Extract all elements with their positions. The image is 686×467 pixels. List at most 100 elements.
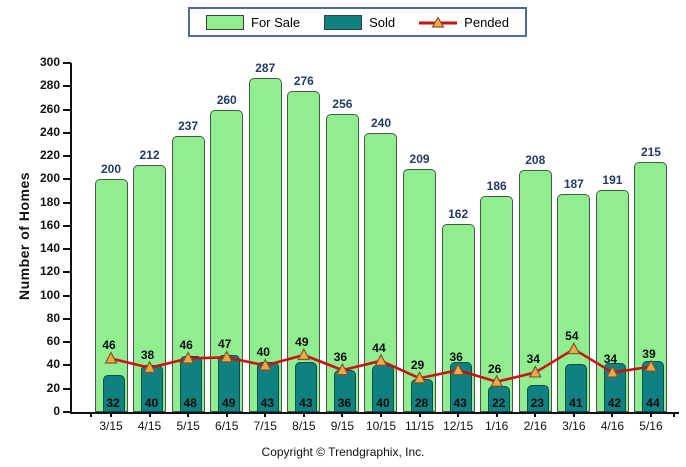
plot-area: 0 20 40 60 80 100 120 140 160 180 200 220 240 260 280 3… (40, 55, 679, 433)
pended-value-label: 38 (140, 347, 155, 362)
y-tick-label: 160 (39, 217, 60, 232)
y-axis-tick (63, 248, 71, 251)
x-tick-label: 2/16 (523, 419, 547, 433)
x-axis-tick (110, 412, 112, 417)
x-tick-label: 4/16 (600, 419, 625, 433)
bar-sold (488, 386, 511, 412)
legend-label-for-sale: For Sale (251, 14, 301, 30)
pended-value-label: 39 (642, 346, 656, 361)
bar-label-sold: 49 (222, 396, 236, 410)
pended-value-label: 29 (410, 358, 425, 373)
bar-label-sold: 23 (530, 396, 544, 410)
bar-label-for-sale: 186 (486, 178, 507, 193)
pended-value-label: 46 (179, 338, 193, 353)
pended-value-label: 46 (102, 338, 116, 353)
y-tick-label: 100 (39, 287, 60, 302)
y-axis-tick (63, 108, 71, 111)
legend-item-pended: Pended (419, 15, 509, 30)
pended-value-label: 36 (449, 350, 463, 365)
bar-label-sold: 43 (453, 396, 467, 410)
x-tick-label: 9/15 (330, 419, 355, 433)
y-axis-tick (63, 294, 71, 297)
x-tick-label: 3/15 (99, 419, 123, 433)
y-tick-label: 240 (39, 124, 60, 139)
x-axis-tick (341, 412, 344, 417)
pended-value-label: 40 (256, 345, 270, 360)
pended-value-label: 34 (526, 352, 540, 367)
pended-value-label: 36 (333, 350, 348, 365)
bar-label-for-sale: 237 (178, 119, 199, 134)
legend-item-sold: Sold (324, 14, 395, 30)
bar-label-for-sale: 209 (409, 151, 430, 166)
pended-value-label: 44 (372, 340, 386, 355)
bar-label-for-sale: 187 (563, 177, 584, 192)
pended-value-label: 47 (218, 337, 232, 352)
y-axis-tick (63, 131, 71, 134)
bar-label-sold: 28 (414, 396, 429, 410)
y-axis-tick (63, 271, 71, 274)
y-tick-label: 300 (39, 55, 60, 69)
bar-for-sale (325, 114, 359, 412)
y-tick-label: 200 (39, 171, 60, 186)
x-tick-label: 6/15 (215, 419, 239, 433)
x-axis-tick (148, 412, 151, 417)
bar-label-sold: 42 (607, 396, 622, 410)
x-tick-label: 5/16 (639, 419, 663, 433)
bar-for-sale (480, 195, 514, 412)
y-tick-label: 60 (46, 334, 60, 349)
y-axis-tick (63, 178, 71, 181)
bar-label-sold: 40 (144, 396, 159, 410)
bar-label-for-sale: 208 (525, 153, 546, 168)
sold-swatch-icon (324, 14, 363, 30)
bar-label-sold: 43 (299, 396, 313, 410)
x-axis-tick (673, 412, 675, 417)
pended-value-label: 54 (565, 329, 579, 344)
bar-label-sold: 40 (376, 396, 390, 410)
y-tick-label: 20 (46, 380, 60, 395)
x-tick-label: 5/15 (176, 419, 200, 433)
bar-label-sold: 41 (569, 396, 583, 410)
bar-label-for-sale: 287 (255, 61, 276, 76)
bar-label-for-sale: 162 (448, 206, 469, 221)
bar-label-for-sale: 191 (602, 172, 623, 187)
bar-label-sold: 22 (492, 396, 506, 410)
y-axis-tick (63, 364, 71, 367)
bar-label-for-sale: 212 (139, 148, 160, 163)
y-axis-tick (63, 85, 71, 88)
y-tick-label: 140 (39, 241, 60, 256)
bar-label-for-sale: 276 (293, 73, 314, 88)
bar-label-sold: 48 (183, 396, 197, 410)
x-axis-tick (379, 412, 382, 417)
copyright-text: Copyright © Trendgraphix, Inc. (261, 445, 425, 459)
legend-item-for-sale: For Sale (206, 14, 301, 30)
x-tick-label: 4/15 (137, 419, 162, 433)
y-axis-tick (63, 62, 71, 64)
y-axis-tick (63, 201, 71, 204)
x-tick-label: 8/15 (292, 419, 316, 433)
y-axis-tick (63, 155, 71, 158)
pended-value-label: 49 (295, 334, 309, 349)
x-tick-label: 7/15 (253, 419, 277, 433)
legend-label-pended: Pended (464, 14, 509, 30)
bar-label-for-sale: 256 (332, 97, 353, 112)
bar-sold (526, 385, 549, 412)
y-axis-tick (63, 317, 71, 320)
y-tick-label: 80 (46, 310, 60, 325)
x-axis-tick (187, 412, 190, 417)
bar-label-for-sale: 215 (640, 144, 661, 159)
y-tick-label: 180 (39, 194, 60, 209)
x-tick-label: 11/15 (404, 419, 435, 433)
y-tick-label: 0 (53, 404, 60, 418)
y-axis-tick (63, 411, 71, 413)
y-tick-label: 40 (46, 357, 60, 372)
pended-value-label: 34 (603, 352, 618, 367)
x-axis-tick (418, 412, 421, 417)
x-tick-label: 10/15 (365, 419, 396, 433)
x-axis-tick (302, 412, 305, 417)
x-tick-label: 3/16 (562, 419, 586, 433)
x-axis-tick (264, 412, 267, 417)
y-tick-label: 220 (39, 148, 60, 163)
x-tick-label: 12/15 (443, 419, 474, 433)
x-axis-tick (611, 412, 614, 417)
